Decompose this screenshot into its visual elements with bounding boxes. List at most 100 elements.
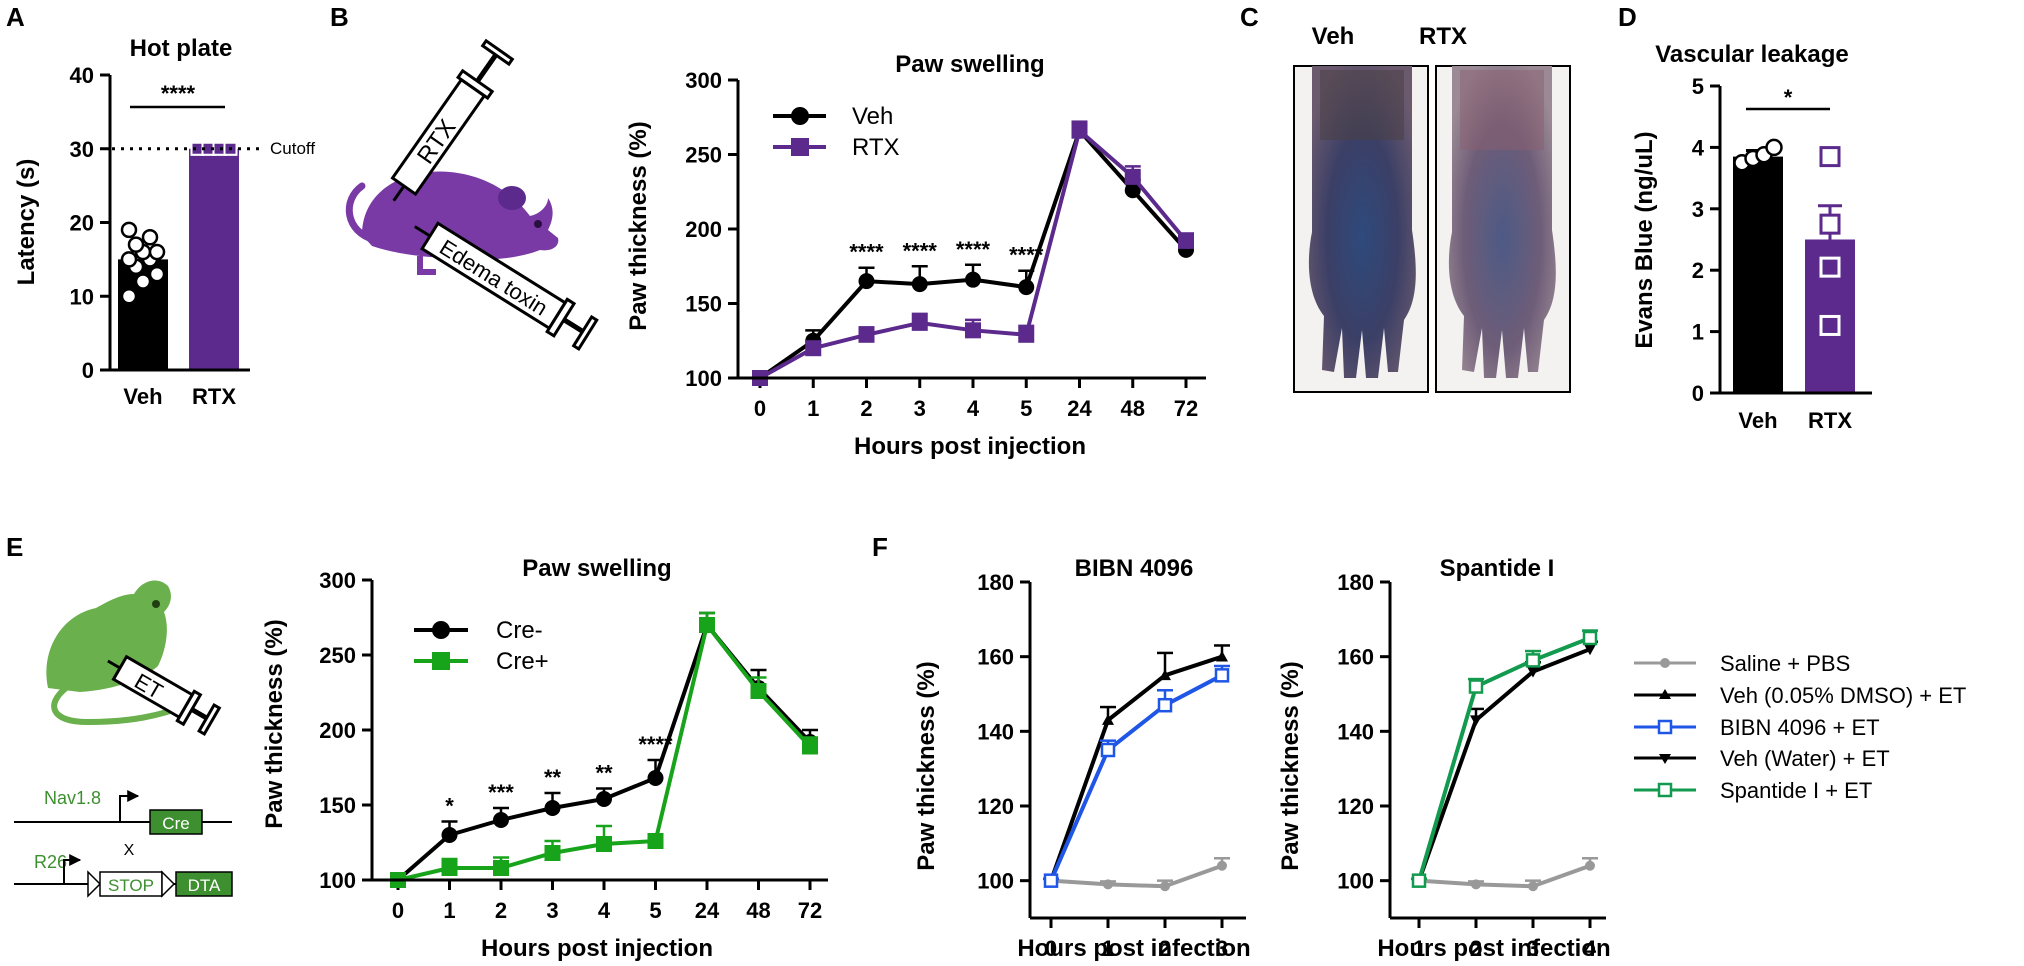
chart-b-sig-4: **** bbox=[956, 237, 991, 262]
chart-d-xtick-label-0: Veh bbox=[1738, 408, 1777, 433]
chart-f2-ylabel: Paw thickness (%) bbox=[1277, 661, 1304, 870]
chart-f1-xtick-label-1: 1 bbox=[1102, 936, 1114, 961]
chart-b: Paw swelling Paw thickness (%) Hours pos… bbox=[625, 51, 1206, 460]
chart-b-xtick-label-4: 4 bbox=[967, 396, 980, 421]
chart-e-point-0-2 bbox=[493, 812, 509, 828]
chart-b-ytick-label-3: 250 bbox=[685, 143, 722, 168]
legend-f-saline: Saline + PBS bbox=[1720, 651, 1850, 676]
chart-a-xtick-label-1: RTX bbox=[192, 384, 236, 409]
chart-b-xtick-label-8: 72 bbox=[1174, 396, 1198, 421]
chart-a-cutoff-label: Cutoff bbox=[270, 139, 315, 158]
chart-b-point-1-6 bbox=[1071, 122, 1088, 139]
chart-e-sig-4: ** bbox=[595, 761, 613, 786]
chart-b-legend-marker-veh bbox=[791, 107, 809, 125]
chart-b-xtick-label-5: 5 bbox=[1020, 396, 1032, 421]
chart-e-xtick-label-5: 5 bbox=[649, 898, 661, 923]
chart-f1-title: BIBN 4096 bbox=[1075, 555, 1194, 582]
chart-a-point-veh-1 bbox=[134, 273, 152, 290]
chart-f2-ytick-label-4: 180 bbox=[1337, 570, 1374, 595]
chart-e-sig-2: *** bbox=[488, 780, 514, 805]
chart-e-legend-marker-cre-plus bbox=[432, 652, 450, 670]
chart-f2-ytick-label-0: 100 bbox=[1337, 869, 1374, 894]
chart-f1-ytick-label-2: 140 bbox=[977, 719, 1014, 744]
chart-f2-xtick-label-1: 2 bbox=[1470, 936, 1482, 961]
chart-a-point-veh-8 bbox=[127, 236, 145, 253]
chart-e-point-1-5 bbox=[647, 833, 664, 849]
legend-f-marker-spantide bbox=[1657, 782, 1673, 798]
chart-e-xtick-label-8: 72 bbox=[798, 898, 822, 923]
chart-b-xtick-label-3: 3 bbox=[914, 396, 926, 421]
gene-diagram: Nav1.8 Cre X R26 STOP DTA bbox=[14, 788, 233, 898]
chart-d-title: Vascular leakage bbox=[1655, 41, 1848, 68]
gene-cre-label: Cre bbox=[162, 814, 189, 833]
chart-f1-ytick-label-1: 120 bbox=[977, 794, 1014, 819]
chart-e-point-1-2 bbox=[493, 860, 509, 876]
chart-a-point-veh-5 bbox=[120, 251, 138, 268]
chart-b-point-1-7 bbox=[1124, 168, 1141, 185]
chart-f2-ytick-label-3: 160 bbox=[1337, 645, 1374, 670]
chart-a-bar-1 bbox=[189, 148, 239, 370]
chart-a-xtick-label-0: Veh bbox=[123, 384, 162, 409]
chart-b-xlabel: Hours post injection bbox=[854, 433, 1086, 460]
chart-e-point-0-4 bbox=[596, 791, 612, 807]
chart-e-xtick-label-4: 4 bbox=[598, 898, 611, 923]
chart-b-legend-veh: Veh bbox=[852, 103, 893, 130]
chart-a-point-veh-9 bbox=[141, 229, 159, 246]
chart-e-ytick-label-0: 100 bbox=[319, 868, 356, 893]
legend-f-veh-water: Veh (Water) + ET bbox=[1720, 746, 1890, 771]
chart-e-ytick-label-2: 200 bbox=[319, 718, 356, 743]
gene-nav-label: Nav1.8 bbox=[44, 788, 101, 808]
chart-e-xtick-label-3: 3 bbox=[546, 898, 558, 923]
chart-e-sig-1: * bbox=[445, 794, 454, 819]
chart-b-ytick-label-2: 200 bbox=[685, 217, 722, 242]
gene-dta-box bbox=[175, 871, 233, 897]
chart-f1-point-1-3 bbox=[1216, 650, 1228, 662]
chart-b-point-1-4 bbox=[965, 322, 981, 339]
chart-a-ytick-label-1: 10 bbox=[70, 284, 94, 309]
chart-e-xtick-label-7: 48 bbox=[746, 898, 770, 923]
chart-b-title: Paw swelling bbox=[895, 51, 1044, 78]
chart-d-ytick-label-4: 4 bbox=[1692, 135, 1705, 160]
photo-label-rtx: RTX bbox=[1419, 23, 1467, 50]
chart-f1-line-0 bbox=[1050, 863, 1223, 889]
et-mouse-eye bbox=[152, 600, 160, 608]
chart-f1-point-2-2 bbox=[1157, 697, 1173, 713]
chart-e-xtick-label-2: 2 bbox=[495, 898, 507, 923]
panel-label-d: D bbox=[1618, 2, 1637, 32]
chart-b-ytick-label-1: 150 bbox=[685, 292, 722, 317]
chart-e-point-0-3 bbox=[544, 800, 561, 816]
chart-d-point-veh-3 bbox=[1765, 138, 1783, 157]
chart-b-legend-marker-rtx bbox=[791, 138, 809, 156]
chart-f1-ytick-label-0: 100 bbox=[977, 869, 1014, 894]
chart-d-ytick-label-5: 5 bbox=[1692, 74, 1704, 99]
chart-f2-line-2 bbox=[1417, 636, 1591, 882]
rtx-mouse-body bbox=[362, 171, 559, 260]
chart-e-legend-cre-plus: Cre+ bbox=[496, 648, 549, 675]
chart-d-ytick-label-1: 1 bbox=[1692, 320, 1704, 345]
chart-f2-line-0 bbox=[1418, 863, 1591, 889]
chart-a-point-veh-2 bbox=[148, 265, 166, 283]
chart-a-ytick-label-0: 0 bbox=[82, 358, 94, 383]
legend-f-marker-saline bbox=[1660, 658, 1670, 668]
chart-a-ytick-label-2: 20 bbox=[70, 211, 94, 236]
chart-d-ytick-label-2: 2 bbox=[1692, 258, 1704, 283]
chart-d-ytick-label-3: 3 bbox=[1692, 197, 1704, 222]
chart-f1-xtick-label-3: 3 bbox=[1216, 936, 1228, 961]
chart-b-ylabel: Paw thickness (%) bbox=[625, 121, 652, 330]
chart-b-legend-rtx: RTX bbox=[852, 134, 900, 161]
chart-f1-xlabel: Hours post infection bbox=[1017, 935, 1250, 962]
legend-f-bibn: BIBN 4096 + ET bbox=[1720, 715, 1880, 740]
chart-b-sig-2: **** bbox=[849, 240, 884, 265]
legend-f-marker-veh-water bbox=[1659, 754, 1671, 764]
legend-f-veh-dmso: Veh (0.05% DMSO) + ET bbox=[1720, 683, 1966, 708]
chart-a-ytick-label-4: 40 bbox=[70, 63, 94, 88]
chart-b-point-1-3 bbox=[911, 314, 928, 331]
chart-b-point-0-3 bbox=[911, 276, 928, 293]
chart-e-point-1-7 bbox=[750, 683, 767, 699]
chart-f1-point-2-3 bbox=[1214, 668, 1230, 683]
gene-stop-box bbox=[99, 871, 163, 897]
chart-e-point-1-4 bbox=[596, 836, 612, 852]
chart-b-xtick-label-7: 48 bbox=[1121, 396, 1145, 421]
chart-f1-xtick-label-2: 2 bbox=[1159, 936, 1171, 961]
